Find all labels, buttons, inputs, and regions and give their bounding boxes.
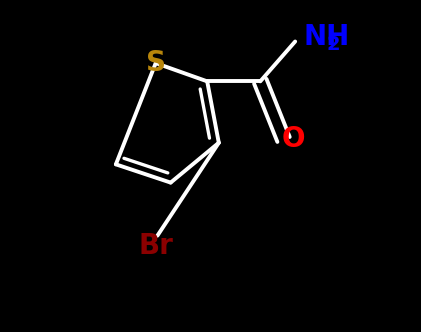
Text: NH: NH bbox=[304, 23, 350, 50]
Text: O: O bbox=[282, 125, 305, 153]
Text: 2: 2 bbox=[326, 35, 340, 54]
Text: S: S bbox=[146, 49, 166, 77]
Text: Br: Br bbox=[138, 232, 173, 260]
